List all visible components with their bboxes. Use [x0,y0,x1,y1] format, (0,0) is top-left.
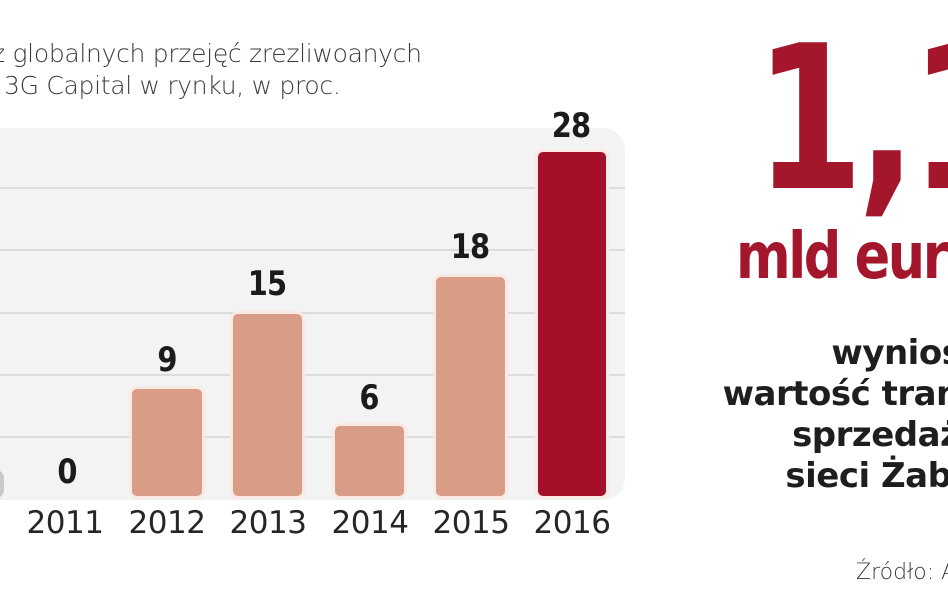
subtitle-line-1: ż globalnych przejęć zrezliwoanych [0,39,422,68]
value-label-2014: 6 [359,378,379,418]
desc-line-1: wyniosła [831,333,948,373]
year-label-2016: 2016 [533,505,611,541]
chart-panel [0,128,625,500]
bar-2016 [538,152,606,496]
gridline [0,374,625,376]
chart-subtitle: ż globalnych przejęć zrezliwoanych 3G Ca… [0,38,422,102]
bar-2012 [132,389,202,496]
bar-2014 [335,426,404,496]
value-label-2011: 0 [57,452,77,492]
desc-line-4: sieci Żabka [785,456,948,496]
subtitle-line-2: 3G Capital w rynku, w proc. [4,71,341,100]
bar-2010-stub [0,470,4,498]
gridline [0,249,625,251]
year-label-2010: 0 [0,505,42,541]
year-label-2012: 2012 [128,505,206,541]
value-label-2012: 9 [157,340,177,380]
gridline [0,312,625,314]
gridline [0,436,625,438]
source-note: Źródło: A [856,560,948,585]
desc-line-2: wartość transakcji [722,374,948,414]
value-label-2013: 15 [247,264,287,304]
value-label-2016: 28 [551,106,591,146]
year-label-2014: 2014 [331,505,409,541]
year-label-2013: 2013 [229,505,307,541]
bar-2013 [233,314,302,496]
year-label-2015: 2015 [432,505,510,541]
year-label-2011: 2011 [26,505,104,541]
callout-big-number: 1,1 [755,3,948,236]
bar-2015 [436,277,505,496]
gridline [0,187,625,189]
desc-line-3: sprzedaży [792,415,948,455]
callout-unit: mld euro [736,220,948,294]
callout-description: wyniosła wartość transakcji sprzedaży si… [686,333,948,497]
value-label-2015: 18 [450,227,490,267]
